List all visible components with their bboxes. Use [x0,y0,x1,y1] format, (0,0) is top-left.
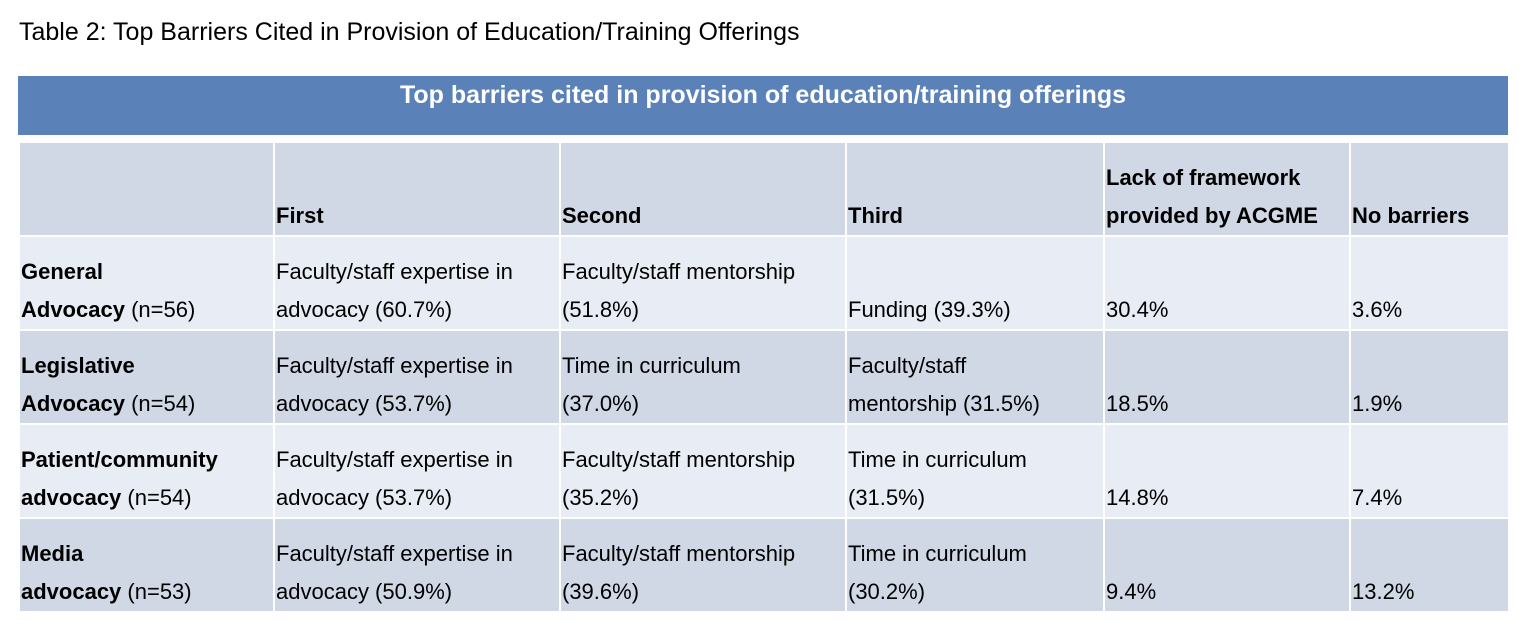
cell-third-line1: Time in curriculum [848,447,1027,472]
table-banner-title: Top barriers cited in provision of educa… [18,76,1508,135]
cell-second-line1: Faculty/staff mentorship [562,259,796,284]
row-label-line1: Media [21,541,84,566]
cell-second-line2: (35.2%) [562,485,640,510]
cell-third-line2: Funding (39.3%) [848,297,1011,322]
cell-first-line2: advocacy (50.9%) [276,579,453,604]
header-acgme: Lack of framework provided by ACGME [1103,141,1351,237]
row-label: Patient/community advocacy (n=54) [18,423,275,519]
cell-first-line2: advocacy (60.7%) [276,297,453,322]
cell-first-line1: Faculty/staff expertise in [276,353,513,378]
cell-second-line1: Time in curriculum [562,353,741,378]
cell-first-line2: advocacy (53.7%) [276,485,453,510]
cell-second-line2: (51.8%) [562,297,640,322]
cell-third: Time in curriculum (30.2%) [845,517,1105,613]
cell-acgme: 14.8% [1103,423,1351,519]
header-third: Third [845,141,1105,237]
row-label-line1: Patient/community [21,447,218,472]
row-label-n: (n=54) [121,485,192,510]
cell-second: Time in curriculum (37.0%) [559,329,847,425]
cell-first: Faculty/staff expertise in advocacy (60.… [273,235,561,331]
table-row: Legislative Advocacy (n=54) Faculty/staf… [18,329,1510,425]
cell-acgme: 30.4% [1103,235,1351,331]
cell-no-barriers: 1.9% [1349,329,1510,425]
cell-third-line1: Faculty/staff [848,353,967,378]
cell-third-line2: mentorship (31.5%) [848,391,1040,416]
cell-first-line1: Faculty/staff expertise in [276,541,513,566]
cell-second-line1: Faculty/staff mentorship [562,541,796,566]
row-label-bold: advocacy [21,579,122,604]
table-row: General Advocacy (n=56) Faculty/staff ex… [18,235,1510,331]
row-label: General Advocacy (n=56) [18,235,275,331]
header-blank [18,141,275,237]
cell-first: Faculty/staff expertise in advocacy (50.… [273,517,561,613]
cell-third-line1: Time in curriculum [848,541,1027,566]
cell-no-barriers: 13.2% [1349,517,1510,613]
table-row: Media advocacy (n=53) Faculty/staff expe… [18,517,1510,613]
header-row: First Second Third Lack of framework pro… [18,141,1510,237]
table-caption: Table 2: Top Barriers Cited in Provision… [19,18,800,46]
row-label-bold: advocacy [21,485,122,510]
cell-third-line2: (30.2%) [848,579,926,604]
row-label-n: (n=54) [124,391,196,416]
cell-no-barriers: 7.4% [1349,423,1510,519]
table-row: Patient/community advocacy (n=54) Facult… [18,423,1510,519]
header-acgme-line1: Lack of framework [1106,165,1301,190]
cell-third: Time in curriculum (31.5%) [845,423,1105,519]
row-label: Legislative Advocacy (n=54) [18,329,275,425]
cell-no-barriers: 3.6% [1349,235,1510,331]
barriers-table: First Second Third Lack of framework pro… [18,141,1510,613]
cell-second: Faculty/staff mentorship (35.2%) [559,423,847,519]
cell-second: Faculty/staff mentorship (39.6%) [559,517,847,613]
cell-acgme: 18.5% [1103,329,1351,425]
header-acgme-line2: provided by ACGME [1106,203,1318,228]
header-second: Second [559,141,847,237]
cell-second-line2: (37.0%) [562,391,640,416]
row-label-n: (n=53) [121,579,192,604]
row-label-bold: Advocacy [21,297,125,322]
row-label: Media advocacy (n=53) [18,517,275,613]
cell-second: Faculty/staff mentorship (51.8%) [559,235,847,331]
cell-acgme: 9.4% [1103,517,1351,613]
cell-first-line2: advocacy (53.7%) [276,391,453,416]
row-label-line1: General [21,259,103,284]
cell-third-line2: (31.5%) [848,485,926,510]
row-label-n: (n=56) [124,297,196,322]
cell-third: Faculty/staff mentorship (31.5%) [845,329,1105,425]
cell-first: Faculty/staff expertise in advocacy (53.… [273,423,561,519]
cell-first-line1: Faculty/staff expertise in [276,447,513,472]
cell-third: Funding (39.3%) [845,235,1105,331]
cell-second-line1: Faculty/staff mentorship [562,447,796,472]
cell-first: Faculty/staff expertise in advocacy (53.… [273,329,561,425]
header-no-barriers: No barriers [1349,141,1510,237]
cell-first-line1: Faculty/staff expertise in [276,259,513,284]
header-first: First [273,141,561,237]
cell-second-line2: (39.6%) [562,579,640,604]
row-label-bold: Advocacy [21,391,125,416]
row-label-line1: Legislative [21,353,135,378]
